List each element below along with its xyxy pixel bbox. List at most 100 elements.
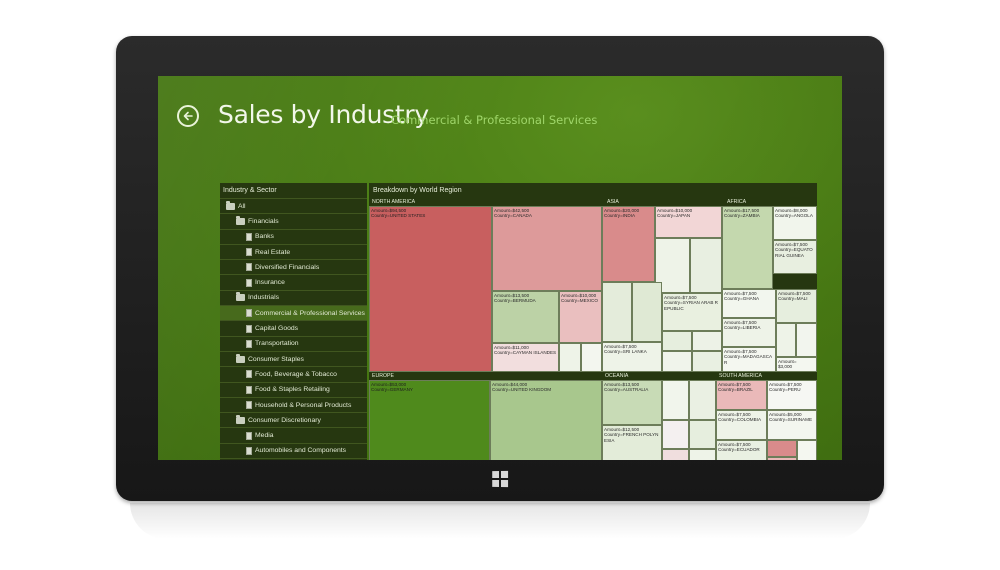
- treemap-cell[interactable]: Amount=$12,500 Country=FRENCH POLYNESIA: [602, 425, 662, 460]
- treemap-cell[interactable]: Amount=$10,000 Country=JAPAN: [655, 206, 722, 238]
- cell-amount: Amount=$53,000: [371, 382, 407, 387]
- cell-country: Country=SRI LANKA: [604, 349, 647, 355]
- tree-item-label: Commercial & Professional Services: [255, 309, 365, 317]
- treemap-cell[interactable]: Amount= $3,000: [776, 357, 817, 372]
- cell-amount: Amount=$7,500: [664, 295, 697, 300]
- tree-item-label: Financials: [248, 217, 279, 225]
- cell-amount: Amount=$7,500: [718, 442, 751, 447]
- cell-amount: Amount=$17,500: [724, 208, 760, 213]
- tree-item[interactable]: Food, Beverage & Tobacco: [220, 366, 367, 381]
- cell-country: Country=EQUATORIAL GUINEA: [775, 247, 813, 258]
- document-icon: [246, 324, 252, 333]
- tree-list: All Financials Banks Real Estate Diversified…: [220, 198, 367, 460]
- treemap-filler-cell: [767, 457, 797, 460]
- cell-country: Country=BRAZIL: [718, 387, 753, 393]
- treemap-cell[interactable]: Amount=$17,500 Country=ZAMBIA: [722, 206, 773, 289]
- treemap-cell[interactable]: Amount=$7,500 Country=MADAGASCAR: [722, 347, 776, 372]
- treemap-cell[interactable]: Amount=$94,500 Country=UNITED STATES: [369, 206, 492, 372]
- app-screen: Sales by Industry Commercial & Professio…: [158, 76, 842, 460]
- region-header: NORTH AMERICA: [369, 198, 604, 206]
- tree-item[interactable]: Banks: [220, 228, 367, 244]
- treemap-cell[interactable]: Amount=$7,500 Country=PERU: [767, 380, 817, 410]
- tree-item-label: Consumer Discretionary: [248, 416, 321, 424]
- treemap-cell[interactable]: Amount=$7,500 Country=GHANA: [722, 289, 776, 318]
- cell-amount: Amount=$7,500: [778, 291, 811, 296]
- tree-item[interactable]: All: [220, 198, 367, 213]
- treemap-cell[interactable]: Amount=$10,000 Country=MEXICO: [559, 291, 602, 343]
- tree-item-label: Industrials: [248, 294, 279, 302]
- tree-item[interactable]: Financials: [220, 213, 367, 228]
- treemap-cell[interactable]: Amount=$53,000 Country=GERMANY: [369, 380, 490, 460]
- cell-country: Country=ANGOLA: [775, 213, 813, 219]
- tree-item-label: Capital Goods: [255, 325, 299, 333]
- treemap-cell[interactable]: Amount=$7,500 Country=SRI LANKA: [602, 342, 662, 372]
- tree-item[interactable]: Consumer Durables and Apparel: [220, 458, 367, 460]
- cell-country: Country=MEXICO: [561, 298, 598, 304]
- treemap-cell[interactable]: Amount=$7,500 Country=EQUATORIAL GUINEA: [773, 240, 817, 274]
- document-icon: [246, 401, 252, 409]
- folder-icon: [236, 353, 245, 363]
- cell-amount: Amount=$7,500: [724, 320, 757, 325]
- cell-amount: Amount=$20,000: [604, 208, 640, 213]
- cell-amount: Amount=$7,500: [724, 291, 757, 296]
- treemap-filler-cell: [692, 351, 722, 372]
- region-header: ASIA: [604, 198, 724, 206]
- treemap-cell[interactable]: Amount=$7,500 Country=BRAZIL: [716, 380, 767, 410]
- tree-item[interactable]: Food & Staples Retailing: [220, 381, 367, 397]
- cell-amount: Amount=$42,500: [494, 208, 530, 213]
- tree-item-label: Transportation: [255, 340, 299, 348]
- treemap-cell[interactable]: Amount=$20,000 Country=INDIA: [602, 206, 655, 282]
- cell-country: Country=COLOMBIA: [718, 417, 762, 423]
- industry-tree-panel: Industry & Sector All Financials Banks Real…: [220, 183, 367, 460]
- treemap-filler-cell: [662, 420, 689, 449]
- tree-item[interactable]: Transportation: [220, 335, 367, 351]
- cell-country: Country=CAYMAN ISLANDES: [494, 350, 557, 356]
- treemap-cell[interactable]: Amount=$13,500 Country=BERMUDA: [492, 291, 559, 343]
- tree-item[interactable]: Real Estate: [220, 243, 367, 259]
- document-icon: [246, 446, 252, 455]
- treemap-cell[interactable]: Amount=$7,500 Country=LIBERIA: [722, 318, 776, 347]
- tree-item[interactable]: Consumer Staples: [220, 350, 367, 366]
- tree-item[interactable]: Insurance: [220, 274, 367, 289]
- folder-icon: [236, 292, 245, 302]
- document-icon: [246, 263, 252, 272]
- document-icon: [246, 385, 252, 394]
- treemap-cell[interactable]: Amount=$13,500 Country=AUSTRALIA: [602, 380, 662, 425]
- treemap-cell[interactable]: Amount=$44,000 Country=UNITED KINGDOM: [490, 380, 602, 460]
- document-icon: [246, 248, 252, 257]
- cell-country: $3,000: [778, 364, 793, 370]
- tree-item-label: Media: [255, 432, 274, 440]
- windows-button[interactable]: [492, 470, 509, 488]
- cell-country: Country=SURINAME: [769, 417, 813, 423]
- tree-item[interactable]: Industrials: [220, 289, 367, 305]
- treemap-cell[interactable]: Amount=$42,500 Country=CANADA: [492, 206, 602, 291]
- tree-item[interactable]: Automobiles and Components: [220, 442, 367, 458]
- treemap-cell[interactable]: Amount=$7,500 Country=ECUADOR: [716, 440, 767, 460]
- tree-item[interactable]: Capital Goods: [220, 320, 367, 335]
- treemap-panel: Breakdown by World Region NORTH AMERICA …: [369, 183, 817, 460]
- region-header: EUROPE: [369, 372, 602, 380]
- treemap-filler-cell: [662, 449, 689, 460]
- region-header: AFRICA: [724, 198, 817, 206]
- tree-item[interactable]: Media: [220, 427, 367, 442]
- tree-item[interactable]: Household & Personal Products: [220, 396, 367, 412]
- tree-item[interactable]: Diversified Financials: [220, 259, 367, 274]
- cell-country: Country=PERU: [769, 387, 801, 393]
- tree-item-label: Food & Staples Retailing: [255, 386, 330, 394]
- treemap-cell[interactable]: Amount=$8,000 Country=ANGOLA: [773, 206, 817, 240]
- tree-item-label: All: [238, 202, 246, 210]
- treemap-cell[interactable]: Amount=$11,000 Country=CAYMAN ISLANDES: [492, 343, 559, 372]
- document-icon: [246, 339, 252, 348]
- treemap-cell[interactable]: Amount=$5,000 Country=SURINAME: [767, 410, 817, 440]
- tree-item[interactable]: Consumer Discretionary: [220, 412, 367, 427]
- document-icon: [246, 370, 252, 379]
- treemap-cell[interactable]: Amount=$7,500 Country=SYRIAN ARAB REPUBLI…: [662, 293, 722, 331]
- tree-item[interactable]: Commercial & Professional Services: [220, 305, 367, 321]
- tree-item-label: Automobiles and Components: [255, 447, 347, 455]
- tree-item-label: Food, Beverage & Tobacco: [255, 370, 337, 378]
- back-button[interactable]: [177, 105, 199, 127]
- cell-amount: Amount=$10,000: [561, 293, 597, 298]
- treemap-cell[interactable]: Amount=$7,500 Country=MALI: [776, 289, 817, 323]
- treemap-cell[interactable]: Amount=$7,500 Country=COLOMBIA: [716, 410, 767, 440]
- treemap-filler-cell: [602, 282, 632, 342]
